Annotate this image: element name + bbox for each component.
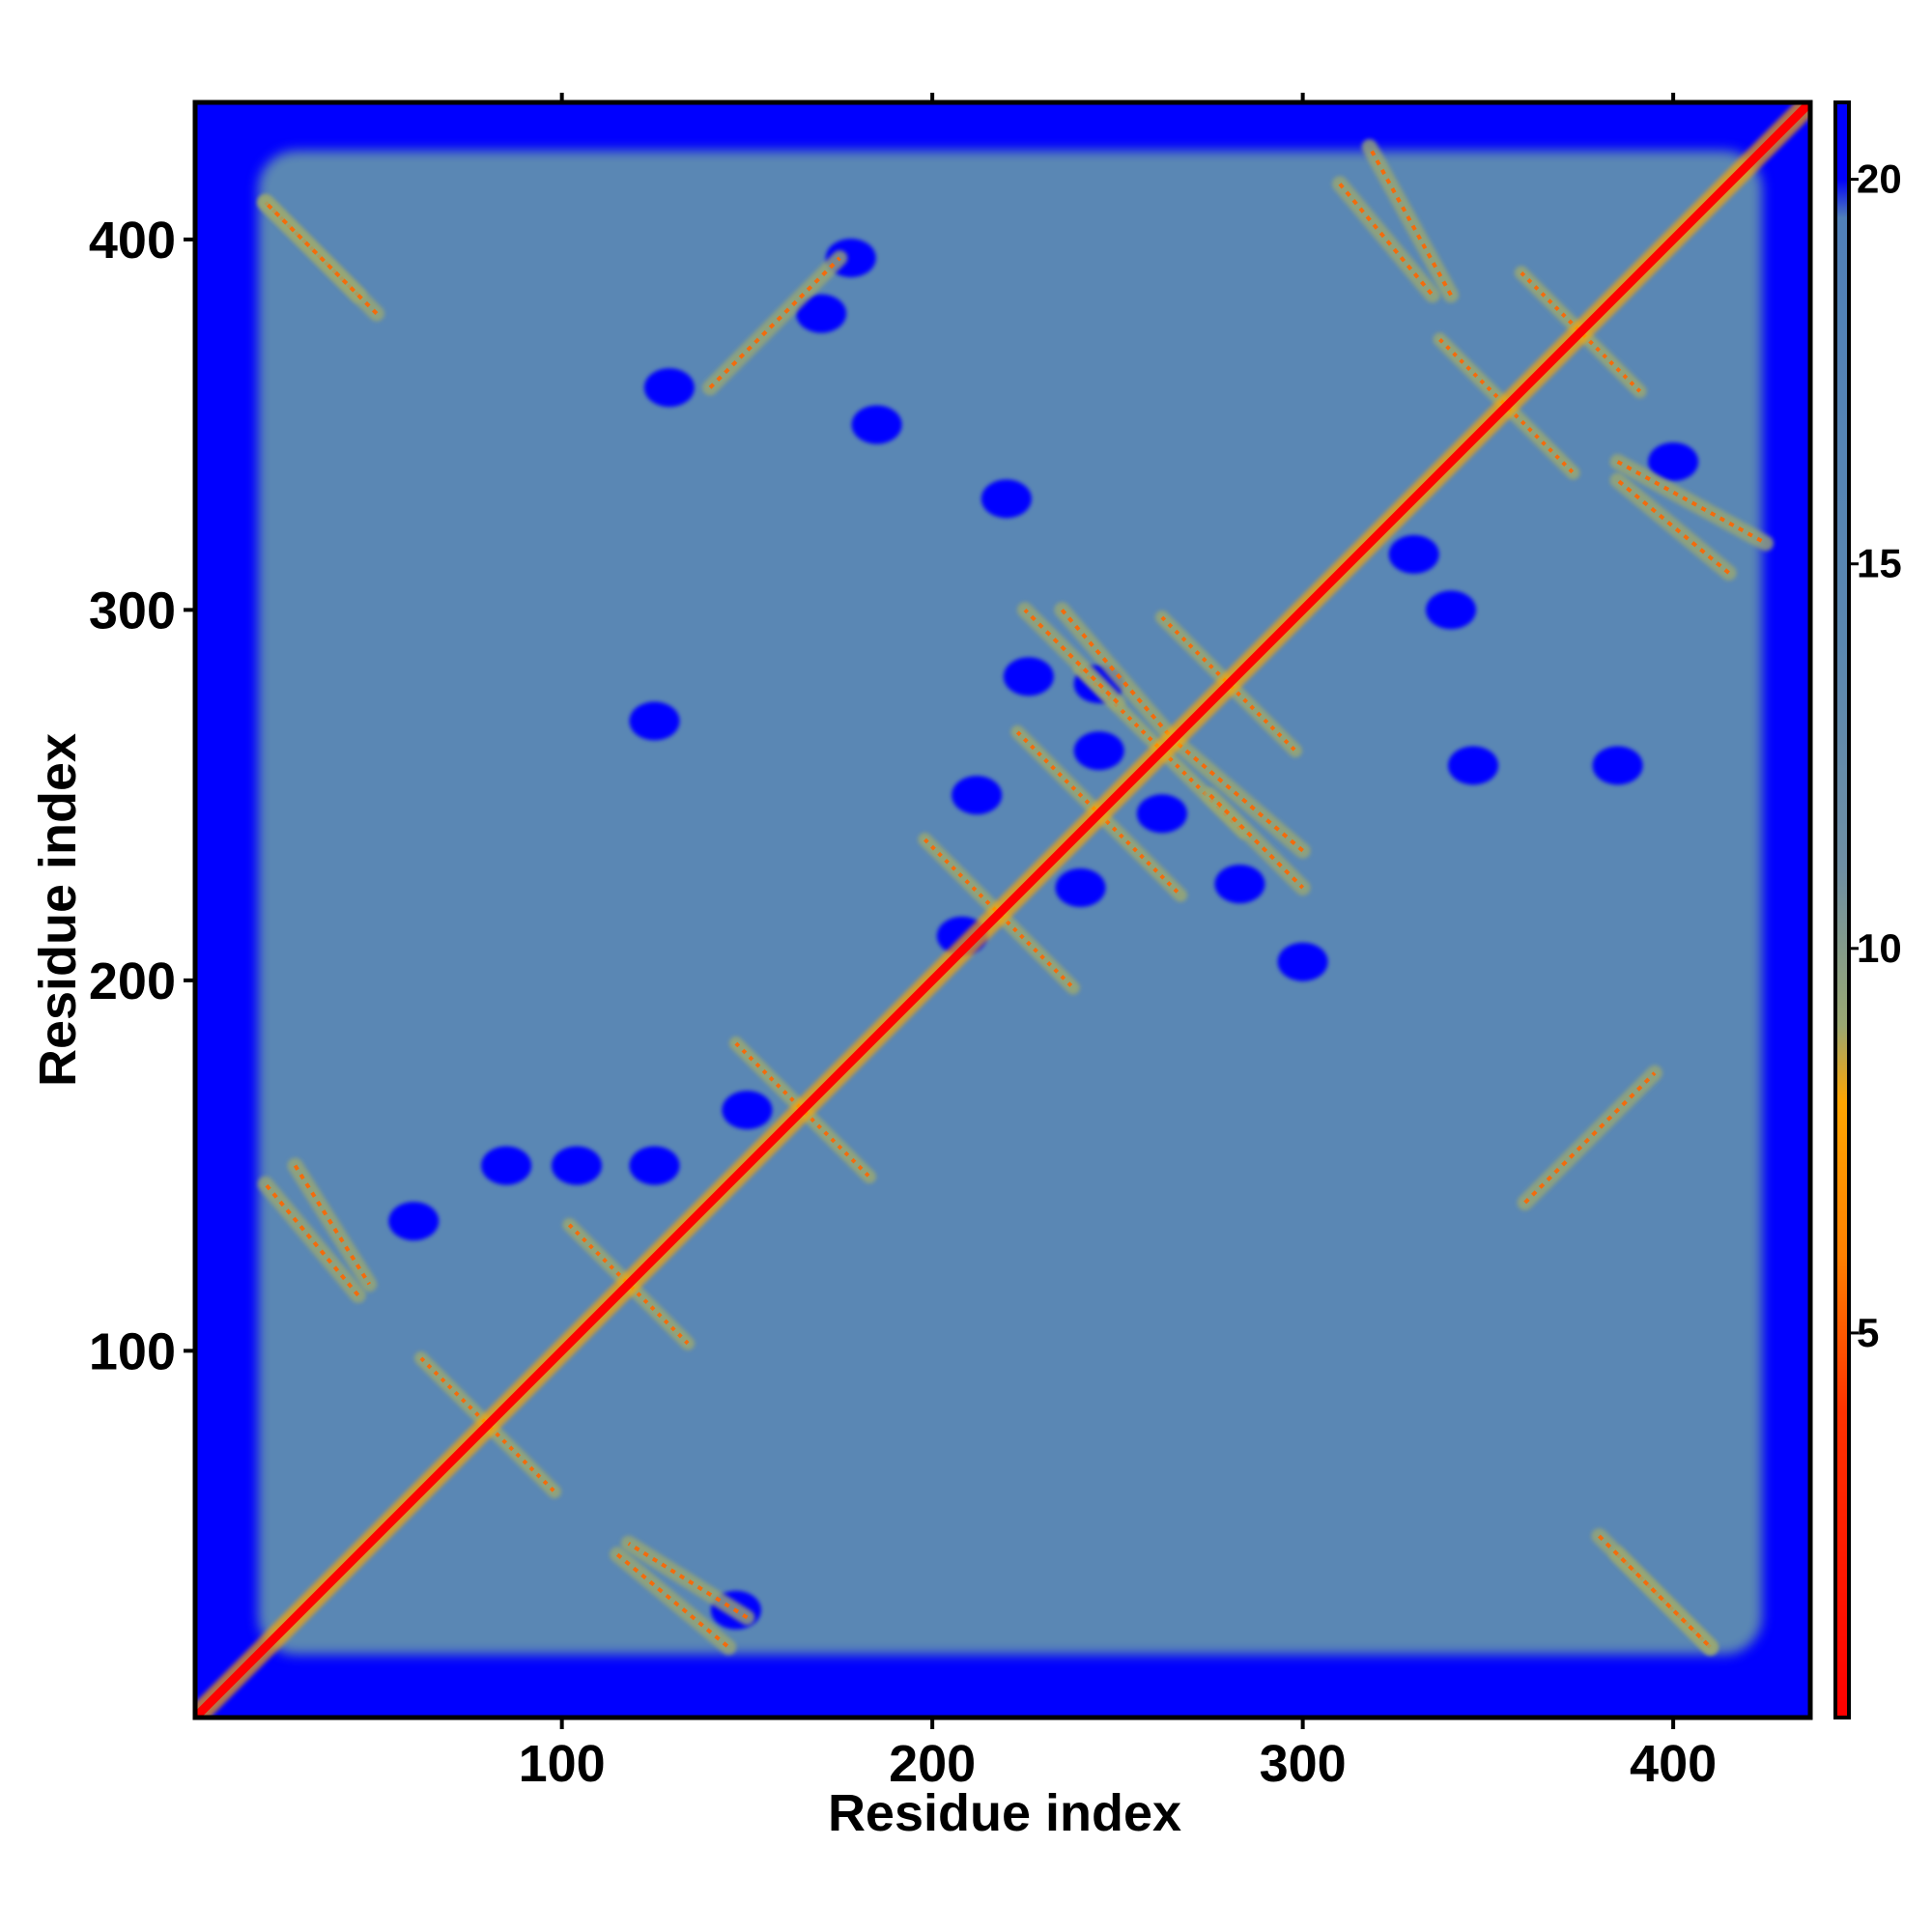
far-region-blob (952, 776, 1003, 815)
contact-line-core (1208, 793, 1305, 890)
contact-line-core (627, 1542, 749, 1620)
far-region-blob (1592, 746, 1643, 785)
far-region-blob (1388, 534, 1439, 574)
contact-line-core (1160, 615, 1297, 753)
x-tick-label: 100 (519, 1735, 606, 1793)
contact-line-core (1616, 478, 1730, 575)
far-region-blob (1648, 441, 1699, 481)
contact-line-core (1616, 460, 1767, 546)
far-region-blob (643, 368, 695, 408)
y-axis-title: Residue index (29, 733, 87, 1087)
colorbar-tick-label: 5 (1857, 1310, 1879, 1355)
contact-line-core (1060, 609, 1175, 741)
far-region-blob (1003, 657, 1054, 696)
colorbar-tick-label: 20 (1857, 156, 1902, 202)
far-region-blob (1426, 590, 1477, 630)
contact-line-core (615, 1552, 730, 1649)
far-region-blob (851, 405, 902, 444)
contact-line-core (264, 1182, 360, 1297)
far-region-blob (722, 1091, 773, 1130)
far-region-blob (1277, 942, 1328, 981)
heatmap-area (195, 102, 1810, 1718)
y-tick-label: 300 (89, 582, 176, 639)
x-tick-label: 400 (1630, 1735, 1717, 1793)
contact-line-core (708, 256, 841, 389)
far-region-blob (980, 479, 1032, 519)
plot-frame (192, 99, 1813, 1720)
colorbar-ticks: 5 10 15 20 (1849, 156, 1902, 1355)
far-region-blob (1214, 865, 1265, 904)
contact-line-core (1523, 1071, 1657, 1205)
x-axis-title: Residue index (828, 1784, 1181, 1842)
far-region-blob (629, 1146, 680, 1185)
y-tick-label: 400 (89, 212, 176, 270)
y-tick-label: 200 (89, 952, 176, 1010)
heatmap-diagonal (195, 102, 1810, 1718)
x-axis-ticks: 100 200 300 400 (519, 93, 1717, 1793)
contact-line-core (1367, 146, 1453, 297)
contact-line-core (734, 1041, 871, 1179)
contact-line-core (1338, 183, 1435, 297)
contact-line-core (419, 1356, 556, 1493)
far-region-blob (551, 1146, 602, 1185)
colorbar (1833, 100, 1851, 1719)
contact-line-core (264, 201, 379, 316)
far-region-blob (629, 701, 680, 741)
contact-line-core (1597, 1534, 1712, 1649)
far-region-blob (1073, 731, 1124, 771)
colorbar-tick-label: 10 (1857, 925, 1902, 971)
far-region-blob (796, 294, 847, 333)
y-axis-ticks: 100 200 300 400 (89, 212, 195, 1380)
x-tick-label: 200 (889, 1735, 976, 1793)
contact-line-core (923, 838, 1075, 989)
colorbar-tick-label: 15 (1857, 541, 1902, 586)
contact-line-core (1172, 738, 1304, 853)
contact-line-core (1023, 608, 1120, 704)
far-region-blob (481, 1146, 532, 1185)
diagonal-line (195, 102, 1810, 1718)
far-region-blob (1448, 746, 1499, 785)
contact-line-core (293, 1164, 371, 1286)
heatmap-far-regions (388, 239, 1699, 1630)
far-region-blob (388, 1202, 440, 1241)
x-tick-label: 300 (1260, 1735, 1347, 1793)
far-region-blob (1136, 794, 1187, 834)
far-region-blob (1055, 867, 1106, 907)
contact-line-core (1438, 338, 1575, 474)
y-tick-label: 100 (89, 1322, 176, 1380)
